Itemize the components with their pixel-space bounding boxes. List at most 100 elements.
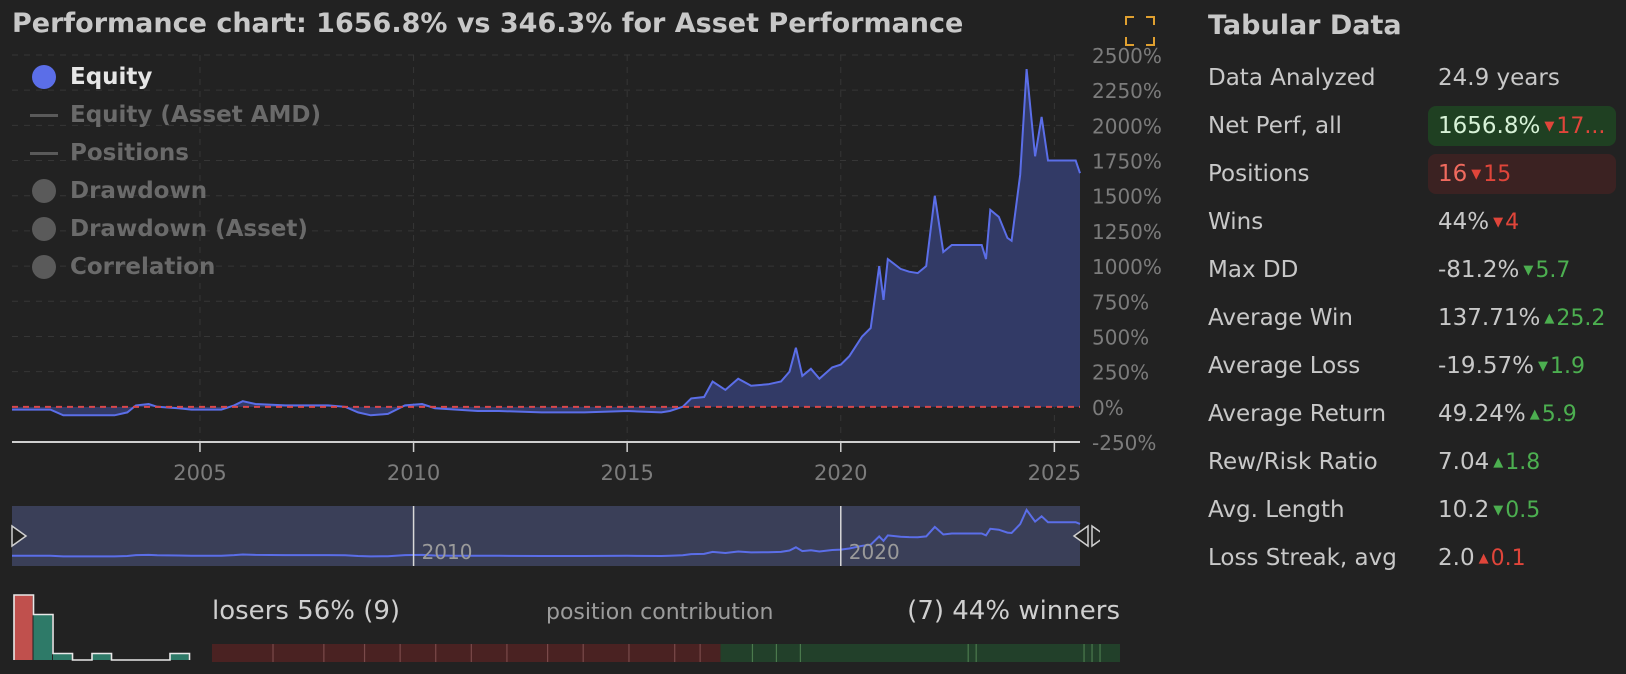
- stat-value-cell: 10.2 ▼0.5: [1428, 490, 1550, 530]
- stat-row: Wins 44% ▼4: [1208, 198, 1618, 246]
- stat-value-cell: 1656.8% ▼17...: [1428, 106, 1616, 146]
- stat-value: 44%: [1438, 209, 1490, 235]
- stat-label: Net Perf, all: [1208, 113, 1342, 139]
- chart-legend: Equity Equity (Asset AMD) Positions Drawdow…: [30, 58, 321, 286]
- stat-label: Data Analyzed: [1208, 65, 1376, 91]
- y-tick-label: 1500%: [1092, 185, 1162, 209]
- contribution-bar: [212, 644, 1120, 662]
- legend-dot-icon: [30, 217, 58, 241]
- stat-value: -81.2%: [1438, 257, 1520, 283]
- stat-value-cell: 7.04 ▲1.8: [1428, 442, 1550, 482]
- stat-delta: 1.8: [1505, 450, 1541, 475]
- stat-delta: 5.9: [1541, 402, 1577, 427]
- stat-value: 10.2: [1438, 497, 1490, 523]
- legend-item-equity[interactable]: Equity: [30, 58, 321, 96]
- stat-row: Data Analyzed 24.9 years: [1208, 54, 1618, 102]
- stat-row: Average Return 49.24% ▲5.9: [1208, 390, 1618, 438]
- x-tick-label: 2015: [600, 461, 653, 485]
- losers-label: losers 56% (9): [212, 596, 401, 626]
- legend-item-drawdown-asset[interactable]: Drawdown (Asset): [30, 210, 321, 248]
- y-tick-label: 2250%: [1092, 79, 1162, 103]
- legend-label: Drawdown: [70, 178, 208, 204]
- stats-table: Data Analyzed 24.9 years Net Perf, all 1656…: [1208, 54, 1618, 582]
- triangle-down-icon: ▼: [1544, 118, 1555, 134]
- contribution-label: position contribution: [546, 600, 774, 625]
- x-tick-label: 2020: [814, 461, 867, 485]
- triangle-down-icon: ▼: [1493, 214, 1504, 230]
- stat-value-cell: 24.9 years: [1428, 58, 1570, 98]
- legend-item-equity-asset-amd[interactable]: Equity (Asset AMD): [30, 96, 321, 134]
- stat-row: Net Perf, all 1656.8% ▼17...: [1208, 102, 1618, 150]
- stat-value-cell: 49.24% ▲5.9: [1428, 394, 1587, 434]
- triangle-down-icon: ▼: [1471, 166, 1482, 182]
- histogram-bar: [92, 653, 111, 660]
- triangle-up-icon: ▲: [1478, 550, 1489, 566]
- table-title: Tabular Data: [1208, 10, 1402, 41]
- stat-value: 2.0: [1438, 545, 1475, 571]
- navigator-line: [12, 507, 1081, 558]
- range-navigator[interactable]: 2010 2020: [0, 0, 1100, 580]
- winners-label: (7) 44% winners: [907, 596, 1120, 626]
- stat-label: Avg. Length: [1208, 497, 1345, 523]
- y-tick-label: 250%: [1092, 361, 1149, 385]
- stat-row: Average Loss -19.57% ▼1.9: [1208, 342, 1618, 390]
- triangle-down-icon: ▼: [1538, 358, 1548, 374]
- stat-delta: 0.1: [1490, 546, 1526, 571]
- legend-dot-icon: [30, 65, 58, 89]
- legend-line-icon: [30, 113, 58, 117]
- stat-value: 24.9 years: [1438, 65, 1560, 91]
- stat-value-cell: 137.71% ▲25.2: [1428, 298, 1615, 338]
- x-tick-label: 2005: [173, 461, 226, 485]
- legend-label: Equity (Asset AMD): [70, 102, 322, 128]
- stat-row: Avg. Length 10.2 ▼0.5: [1208, 486, 1618, 534]
- histogram-bar: [53, 653, 72, 660]
- stat-label: Positions: [1208, 161, 1310, 187]
- legend-item-positions[interactable]: Positions: [30, 134, 321, 172]
- stat-label: Wins: [1208, 209, 1264, 235]
- fullscreen-icon[interactable]: [1124, 15, 1156, 47]
- navigator-right-handle-icon[interactable]: [1072, 524, 1089, 548]
- legend-item-correlation[interactable]: Correlation: [30, 248, 321, 286]
- legend-line-icon: [30, 151, 58, 155]
- histogram-bar: [33, 614, 52, 660]
- navigator-right-handle-icon[interactable]: [1091, 524, 1100, 548]
- y-tick-label: 2000%: [1092, 114, 1162, 138]
- stat-label: Max DD: [1208, 257, 1299, 283]
- stat-value-cell: -81.2% ▼5.7: [1428, 250, 1580, 290]
- stat-delta: 25.2: [1556, 306, 1606, 331]
- stat-label: Rew/Risk Ratio: [1208, 449, 1378, 475]
- histogram-outline: [13, 594, 191, 661]
- losers-bar: [212, 644, 721, 662]
- stat-delta: 1.9: [1550, 354, 1585, 379]
- equity-area: [12, 69, 1080, 416]
- stat-row: Average Win 137.71% ▲25.2: [1208, 294, 1618, 342]
- y-tick-label: -250%: [1092, 431, 1156, 455]
- legend-item-drawdown[interactable]: Drawdown: [30, 172, 321, 210]
- stat-label: Average Win: [1208, 305, 1353, 331]
- navigator-left-handle-icon[interactable]: [11, 524, 28, 548]
- y-tick-label: 1750%: [1092, 150, 1162, 174]
- legend-dot-icon: [30, 255, 58, 279]
- stat-value-cell: 2.0 ▲0.1: [1428, 538, 1536, 578]
- y-tick-label: 2500%: [1092, 44, 1162, 68]
- stat-delta: 4: [1505, 210, 1520, 235]
- y-tick-label: 750%: [1092, 290, 1149, 314]
- triangle-down-icon: ▼: [1523, 262, 1534, 278]
- stat-value: 7.04: [1438, 449, 1490, 475]
- stat-value-cell: 44% ▼4: [1428, 202, 1529, 242]
- histogram-bar: [14, 595, 33, 660]
- legend-dot-icon: [30, 179, 58, 203]
- stat-value-cell: -19.57% ▼1.9: [1428, 346, 1595, 386]
- triangle-up-icon: ▲: [1493, 454, 1504, 470]
- winners-bar: [720, 644, 1120, 662]
- stat-delta: 5.7: [1535, 258, 1571, 283]
- stat-delta: 17...: [1556, 114, 1606, 139]
- equity-chart[interactable]: 2500% 2250% 2000% 1750% 1500% 1250% 1000% 750% 5…: [0, 0, 1180, 490]
- legend-label: Equity: [70, 64, 153, 90]
- stat-row: Rew/Risk Ratio 7.04 ▲1.8: [1208, 438, 1618, 486]
- stat-value: 16: [1438, 161, 1468, 187]
- y-tick-label: 1250%: [1092, 220, 1162, 244]
- stat-value: 49.24%: [1438, 401, 1526, 427]
- stat-label: Average Loss: [1208, 353, 1361, 379]
- legend-label: Drawdown (Asset): [70, 216, 308, 242]
